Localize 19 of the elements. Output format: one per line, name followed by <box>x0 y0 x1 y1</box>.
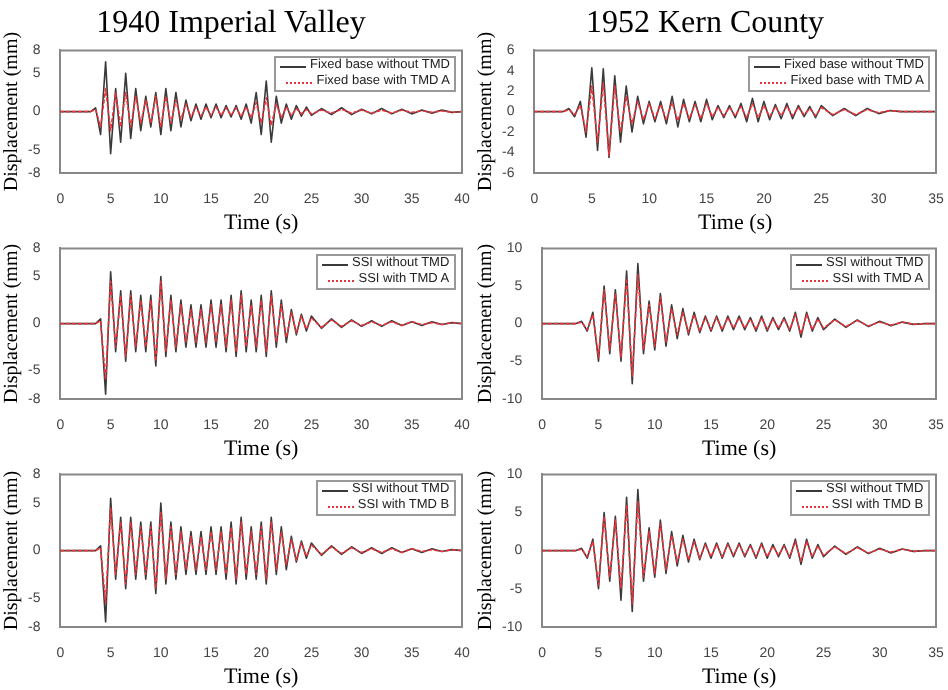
y-axis-title: Displacement (mm) <box>1 31 24 192</box>
y-axis-title: Displacement (mm) <box>1 470 24 631</box>
x-axis-title: Time (s) <box>224 210 300 235</box>
chart-title: 1952 Kern County <box>585 5 825 40</box>
line-series <box>60 280 462 381</box>
x-axis-title: Time (s) <box>701 664 777 689</box>
y-axis-title: Displacement (mm) <box>475 243 498 404</box>
x-axis-title: Time (s) <box>701 436 777 461</box>
x-axis-title: Time (s) <box>224 664 300 689</box>
x-axis-title: Time (s) <box>698 210 774 235</box>
line-series <box>534 82 936 157</box>
line-series <box>60 506 462 604</box>
line-series <box>542 500 936 605</box>
line-series <box>60 87 462 132</box>
chart-title: 1940 Imperial Valley <box>96 5 366 40</box>
x-axis-title: Time (s) <box>224 436 300 461</box>
y-axis-title: Displacement (mm) <box>1 243 24 404</box>
y-axis-title: Displacement (mm) <box>475 31 498 192</box>
y-axis-title: Displacement (mm) <box>475 470 498 631</box>
